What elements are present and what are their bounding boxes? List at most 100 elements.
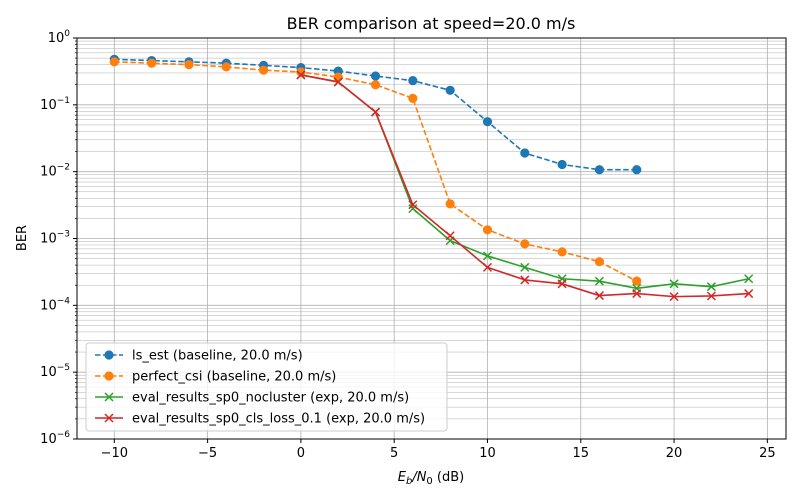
marker-stroke bbox=[669, 279, 679, 289]
series-4 bbox=[296, 70, 754, 302]
marker-stroke bbox=[370, 107, 381, 117]
data-point-marker bbox=[520, 239, 530, 249]
x-axis-title: Eb/N0 (dB) bbox=[398, 470, 465, 487]
y-tick-base: 10 bbox=[40, 298, 57, 313]
x-tick-label: 10 bbox=[479, 446, 496, 461]
data-point-marker bbox=[706, 291, 716, 301]
marker-stroke bbox=[482, 262, 493, 272]
x-title-part: E bbox=[398, 470, 407, 485]
data-point-marker bbox=[482, 117, 493, 127]
legend-entry: eval_results_sp0_cls_loss_0.1 (exp, 20.0… bbox=[95, 412, 425, 427]
marker-stroke bbox=[520, 262, 530, 272]
data-point-marker bbox=[482, 251, 493, 261]
y-tick-exponent: 0 bbox=[64, 29, 70, 39]
legend-label: perfect_csi (baseline, 20.0 m/s) bbox=[132, 370, 336, 385]
data-point-marker bbox=[557, 279, 567, 289]
y-tick-label: 10−1 bbox=[40, 96, 70, 113]
marker-stroke bbox=[296, 70, 306, 80]
series-group bbox=[109, 54, 754, 302]
data-point-marker bbox=[445, 231, 455, 241]
legend-label: ls_est (baseline, 20.0 m/s) bbox=[132, 349, 303, 364]
y-tick-base: 10 bbox=[40, 165, 57, 180]
y-tick-base: 10 bbox=[40, 98, 57, 113]
plot-area: −10 −5 0 5 10 15 20 2510010−110−210−310−410−510… bbox=[40, 29, 787, 461]
x-title-unit: (dB) bbox=[433, 470, 464, 485]
marker-stroke bbox=[594, 276, 604, 286]
data-point-marker bbox=[296, 67, 306, 77]
data-point-marker bbox=[482, 225, 493, 235]
y-tick-base: 10 bbox=[40, 432, 57, 447]
marker-stroke bbox=[744, 274, 754, 284]
data-point-marker bbox=[669, 292, 679, 302]
marker-stroke bbox=[706, 282, 716, 292]
data-point-marker bbox=[744, 289, 754, 299]
y-tick-exponent: −3 bbox=[57, 230, 70, 240]
x-title-sub-b: b bbox=[406, 476, 412, 487]
data-point-marker bbox=[370, 107, 381, 117]
data-point-marker bbox=[594, 276, 604, 286]
y-tick-label: 10−5 bbox=[40, 363, 70, 380]
data-point-marker bbox=[594, 165, 605, 175]
y-tick-label: 100 bbox=[48, 29, 71, 46]
data-point-marker bbox=[104, 350, 114, 360]
legend-box bbox=[85, 342, 448, 432]
data-point-marker bbox=[669, 279, 679, 289]
data-point-marker bbox=[333, 77, 343, 87]
data-point-marker bbox=[370, 71, 381, 81]
x-tick-label: −5 bbox=[198, 446, 217, 461]
marker-stroke bbox=[104, 413, 114, 423]
data-point-marker bbox=[594, 257, 605, 267]
data-point-marker bbox=[520, 262, 530, 272]
chart-title: BER comparison at speed=20.0 m/s bbox=[287, 14, 576, 33]
y-tick-exponent: −1 bbox=[57, 96, 70, 106]
marker-stroke bbox=[594, 291, 604, 301]
x-title-sub-0: 0 bbox=[426, 476, 432, 487]
data-point-marker bbox=[445, 199, 455, 209]
legend-label: eval_results_sp0_cls_loss_0.1 (exp, 20.0… bbox=[132, 412, 425, 427]
data-point-marker bbox=[104, 392, 114, 402]
data-point-marker bbox=[104, 413, 114, 423]
marker-stroke bbox=[482, 251, 493, 261]
data-point-marker bbox=[408, 76, 418, 86]
y-tick-label: 10−3 bbox=[40, 230, 70, 247]
series-line bbox=[114, 61, 638, 282]
y-tick-label: 10−6 bbox=[40, 430, 70, 447]
data-point-marker bbox=[408, 93, 418, 103]
marker-stroke bbox=[104, 392, 114, 402]
data-point-marker bbox=[744, 274, 754, 284]
x-tick-label: 25 bbox=[759, 446, 776, 461]
data-point-marker bbox=[109, 57, 119, 67]
y-tick-label: 10−4 bbox=[40, 296, 70, 313]
data-point-marker bbox=[104, 371, 114, 381]
marker-stroke bbox=[744, 289, 754, 299]
data-point-marker bbox=[147, 58, 157, 68]
y-tick-exponent: −6 bbox=[57, 430, 71, 440]
legend-label: eval_results_sp0_nocluster (exp, 20.0 m/… bbox=[132, 391, 409, 406]
legend-entry: eval_results_sp0_nocluster (exp, 20.0 m/… bbox=[95, 391, 409, 406]
data-point-marker bbox=[594, 291, 604, 301]
data-point-marker bbox=[258, 65, 269, 75]
data-point-marker bbox=[445, 85, 455, 95]
y-tick-exponent: −5 bbox=[57, 363, 70, 373]
data-point-marker bbox=[221, 62, 231, 72]
data-point-marker bbox=[408, 200, 418, 210]
series-2 bbox=[109, 57, 642, 286]
data-point-marker bbox=[706, 282, 716, 292]
y-tick-base: 10 bbox=[40, 232, 57, 247]
y-tick-base: 10 bbox=[48, 31, 65, 46]
marker-stroke bbox=[445, 231, 455, 241]
y-tick-label: 10−2 bbox=[40, 163, 70, 180]
y-tick-exponent: −4 bbox=[57, 296, 71, 306]
y-tick-exponent: −2 bbox=[57, 163, 70, 173]
data-point-marker bbox=[632, 165, 642, 175]
y-tick-base: 10 bbox=[40, 365, 57, 380]
marker-stroke bbox=[557, 279, 567, 289]
data-point-marker bbox=[482, 262, 493, 272]
marker-stroke bbox=[408, 200, 418, 210]
x-tick-label: −10 bbox=[101, 446, 128, 461]
data-point-marker bbox=[632, 276, 642, 286]
legend: ls_est (baseline, 20.0 m/s) perfect_csi (… bbox=[85, 342, 448, 432]
legend-entry: ls_est (baseline, 20.0 m/s) bbox=[95, 349, 303, 364]
data-point-marker bbox=[520, 275, 530, 285]
